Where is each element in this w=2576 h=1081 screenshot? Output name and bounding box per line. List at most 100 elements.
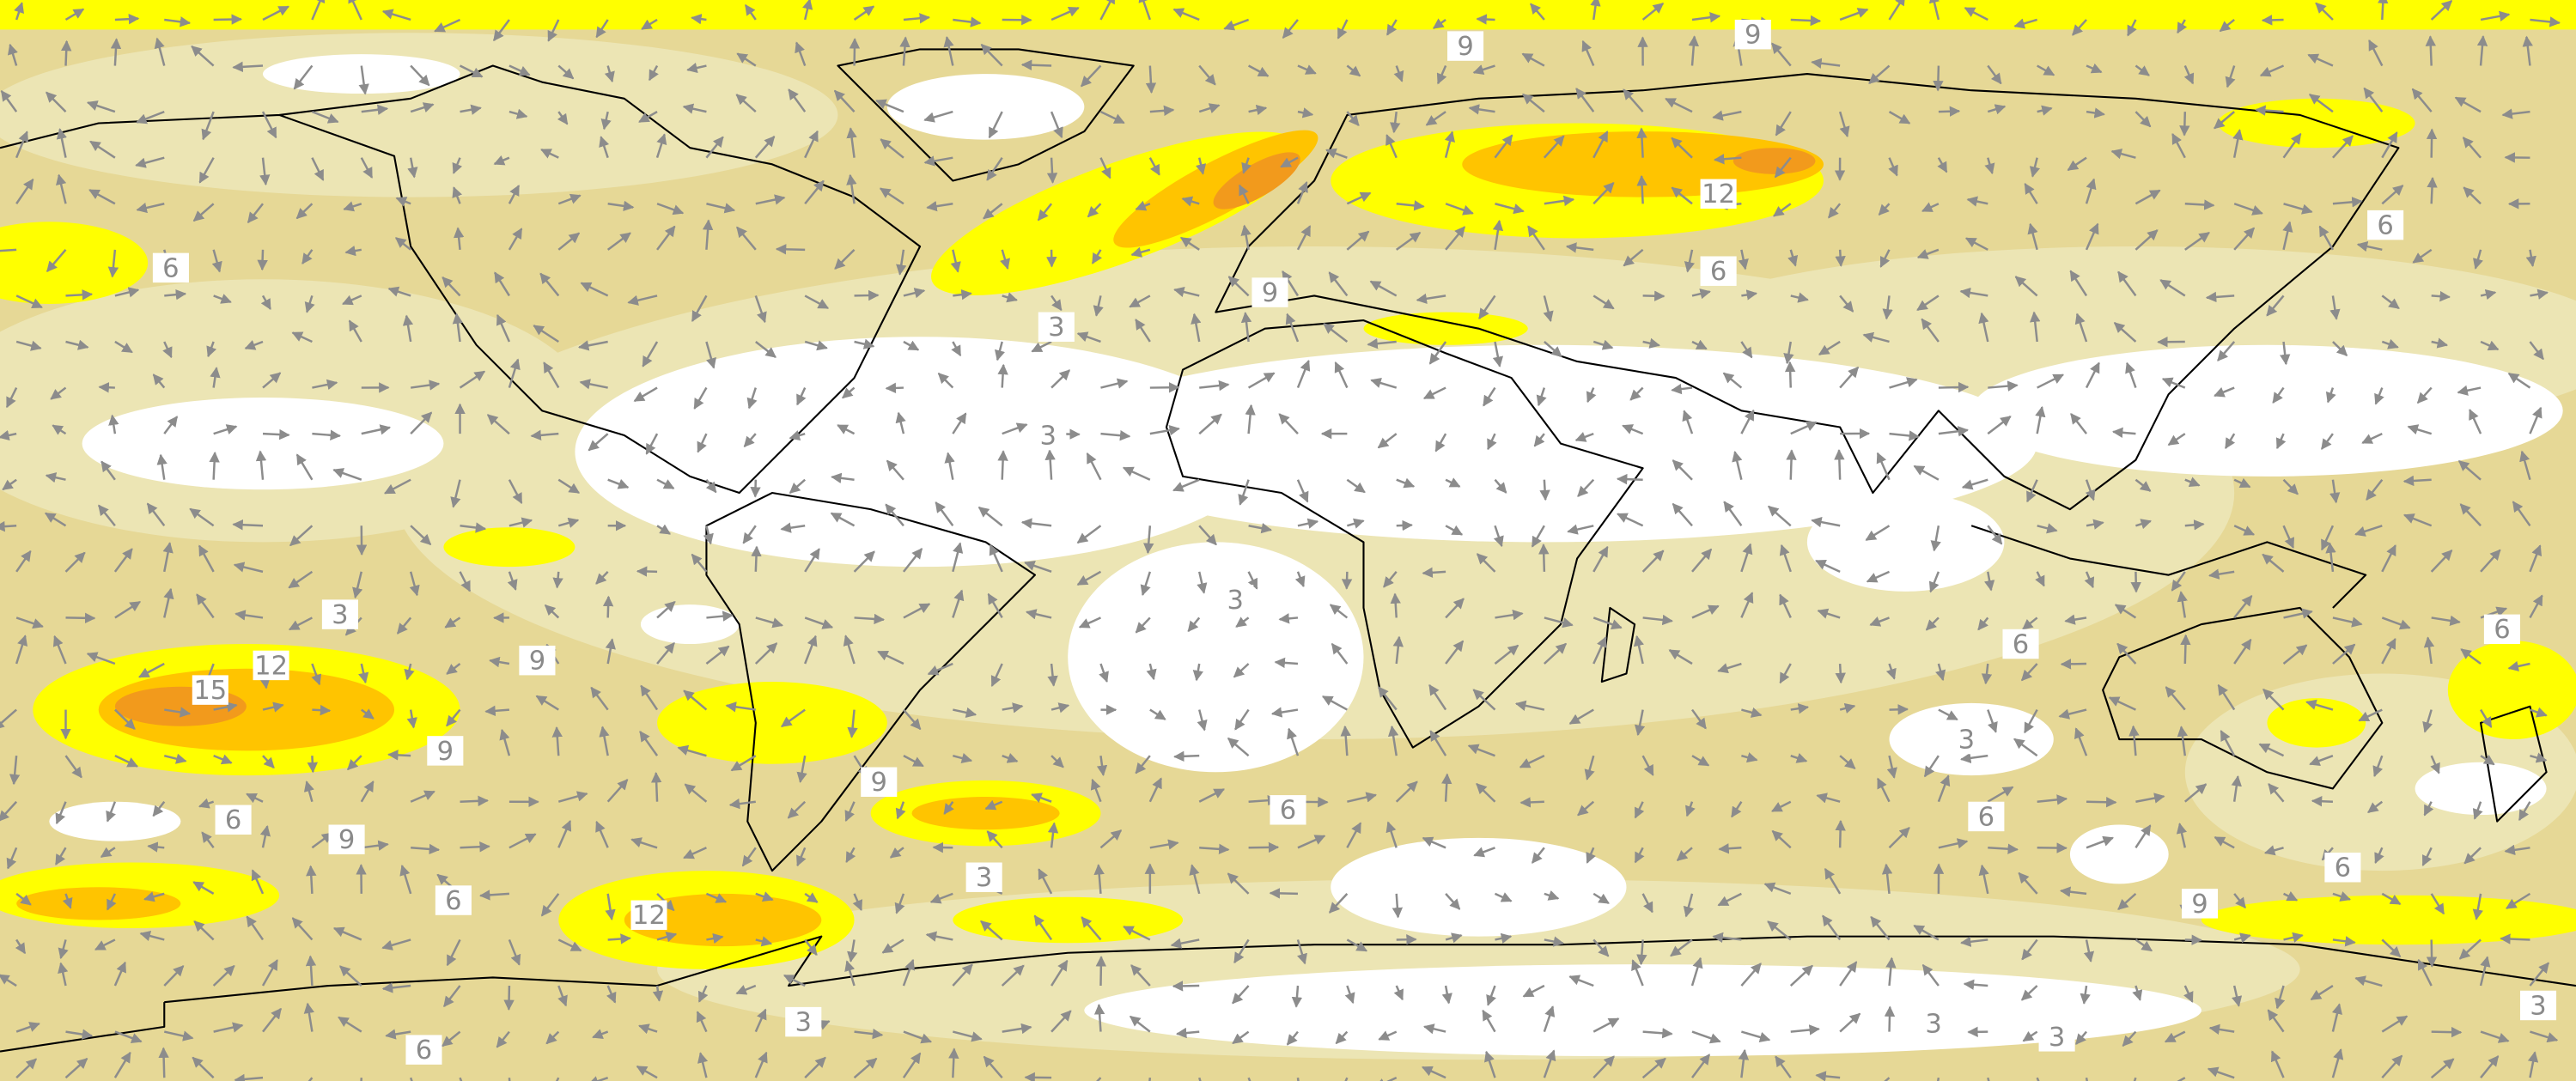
wind-arrow [682, 103, 707, 114]
wind-arrow [1536, 387, 1547, 407]
wind-arrow [2412, 248, 2433, 264]
wind-arrow [2460, 648, 2482, 665]
south-america [705, 491, 1037, 872]
wind-arrow [2130, 571, 2141, 593]
wind-arrow [2233, 227, 2256, 251]
wind-arrow [648, 64, 659, 82]
wind-arrow [2530, 707, 2548, 718]
wind-arrow [2381, 295, 2400, 310]
wind-arrow [15, 1022, 40, 1033]
wind-arrow [1428, 341, 1447, 365]
wind-arrow [2480, 549, 2501, 573]
wind-arrow [1938, 426, 1969, 437]
wind-arrow [361, 424, 392, 435]
wind-arrow [410, 64, 430, 87]
wind-arrow [1238, 184, 1250, 204]
wind-arrow [509, 833, 537, 849]
wind-arrow [953, 288, 972, 301]
wind-arrow [1172, 981, 1200, 992]
wind-arrow [1959, 287, 1988, 299]
wind-arrow [262, 755, 275, 769]
wind-arrow [1467, 744, 1495, 757]
wind-arrow [54, 847, 67, 865]
wind-arrow [442, 1030, 461, 1048]
wind-arrow [755, 194, 786, 205]
wind-arrow [652, 985, 664, 1002]
wind-arrow [1396, 477, 1416, 489]
wind-arrow [1740, 341, 1753, 359]
wind-arrow [535, 695, 559, 711]
wind-arrow [796, 755, 807, 783]
wind-arrow [1325, 148, 1348, 159]
wind-arrow [1634, 801, 1645, 819]
contour-label: 6 [2324, 853, 2361, 884]
wind-arrow [1916, 295, 1940, 312]
wind-arrow [1835, 663, 1846, 684]
contour-label: 12 [1700, 179, 1737, 210]
wind-arrow [143, 891, 165, 902]
wind-arrow [97, 504, 116, 527]
wind-arrow [557, 64, 575, 80]
wind-arrow [213, 14, 243, 25]
wind-arrow [1248, 841, 1280, 853]
wind-arrow [2430, 755, 2440, 774]
wind-arrow [410, 790, 435, 803]
wind-arrow [2022, 616, 2038, 630]
wind-arrow [1577, 478, 1595, 497]
wind-arrow [1197, 709, 1208, 732]
contour-label: 6 [435, 885, 472, 916]
wind-arrow [2462, 137, 2482, 159]
wind-arrow [788, 88, 807, 112]
wind-arrow [2332, 936, 2356, 947]
wind-arrow [879, 187, 904, 205]
wind-arrow [2080, 985, 2091, 1005]
wind-arrow [2233, 477, 2251, 489]
wind-arrow [1933, 65, 1944, 92]
wind-arrow [1592, 131, 1609, 159]
wind-arrow [86, 652, 116, 665]
wind-arrow [452, 186, 463, 204]
wind-arrow [1346, 822, 1362, 848]
wind-arrow [211, 249, 222, 273]
wind-arrow [903, 603, 931, 619]
wind-arrow [1445, 598, 1465, 619]
wind-arrow [163, 416, 179, 434]
wind-arrow [1297, 518, 1319, 529]
wind-arrow [1086, 452, 1102, 481]
wind-arrow [1783, 341, 1794, 365]
wind-arrow [114, 600, 142, 619]
wind-arrow [2171, 571, 2186, 592]
contour-label: 9 [1251, 277, 1288, 308]
wind-arrow [1050, 959, 1069, 987]
wind-arrow [2262, 553, 2285, 573]
wind-arrow [2085, 178, 2097, 204]
wind-arrow [1434, 433, 1447, 452]
wind-arrow [0, 800, 18, 822]
wind-arrow [1937, 774, 1951, 803]
wind-arrow [789, 478, 807, 494]
wind-arrow [1633, 635, 1645, 665]
wind-arrow [58, 939, 69, 960]
wind-arrow [1002, 752, 1019, 763]
wind-arrow [56, 128, 67, 158]
wind-arrow [881, 938, 904, 954]
wind-arrow [312, 379, 338, 390]
wind-arrow [693, 386, 708, 410]
wind-arrow [1771, 829, 1792, 849]
wind-arrow [100, 847, 116, 859]
wind-arrow [2074, 727, 2088, 756]
wind-arrow [2232, 129, 2244, 158]
wind-arrow [1623, 248, 1644, 267]
wind-arrow [950, 249, 961, 273]
wind-arrow [935, 501, 954, 527]
wind-arrow [1816, 793, 1841, 804]
wind-arrow [2430, 550, 2453, 573]
wind-arrow [1938, 381, 1970, 393]
wind-arrow [361, 104, 389, 115]
wind-arrow [1096, 755, 1108, 776]
wind-arrow [410, 525, 432, 545]
wind-arrow [706, 610, 734, 622]
wind-arrow [1024, 560, 1052, 574]
label-text: 3 [2530, 991, 2546, 1021]
wind-arrow [1977, 616, 1989, 631]
